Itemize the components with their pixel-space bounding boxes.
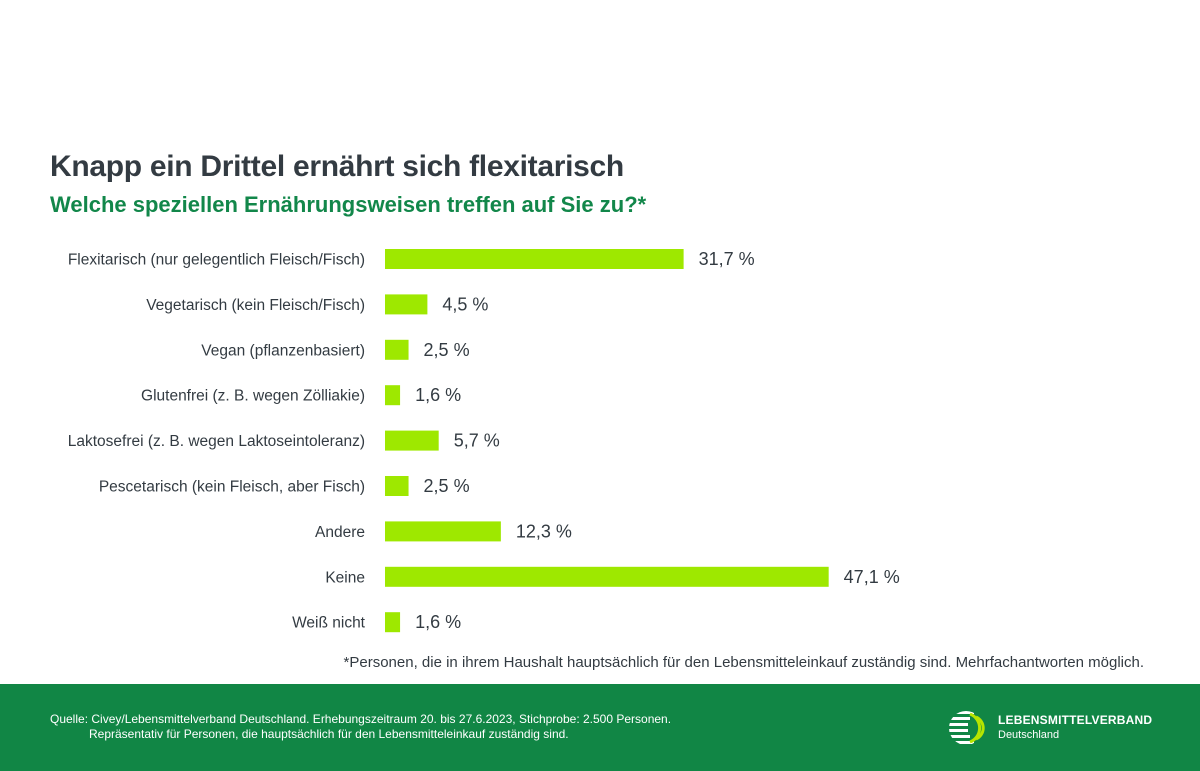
- category-label-row-1: Vegetarisch (kein Fleisch/Fisch): [146, 297, 365, 314]
- chart-subtitle: Welche speziellen Ernährungsweisen treff…: [50, 192, 647, 217]
- category-label-row-0: Flexitarisch (nur gelegentlich Fleisch/F…: [68, 252, 365, 269]
- logo-name: LEBENSMITTELVERBAND: [998, 713, 1153, 727]
- category-label-row-8: Weiß nicht: [292, 615, 366, 632]
- bar-row-7: [385, 566, 829, 587]
- value-label-row-0: 31,7 %: [699, 249, 755, 269]
- logo-subtitle: Deutschland: [998, 729, 1060, 741]
- value-label-row-4: 5,7 %: [454, 431, 500, 451]
- bar-row-2: [385, 339, 409, 360]
- category-label-row-7: Keine: [325, 569, 365, 586]
- logo: LEBENSMITTELVERBAND Deutschland: [948, 708, 1158, 748]
- category-label-row-2: Vegan (pflanzenbasiert): [201, 342, 365, 359]
- value-label-row-7: 47,1 %: [844, 567, 900, 587]
- bar-row-4: [385, 430, 439, 451]
- category-label-row-3: Glutenfrei (z. B. wegen Zölliakie): [141, 388, 365, 405]
- bar-row-0: [385, 249, 684, 269]
- bar-row-8: [385, 612, 401, 633]
- chart-title: Knapp ein Drittel ernährt sich flexitari…: [50, 150, 624, 183]
- value-label-row-2: 2,5 %: [424, 340, 470, 360]
- bar-row-1: [385, 294, 428, 315]
- value-label-row-1: 4,5 %: [442, 294, 488, 314]
- bar-row-6: [385, 521, 501, 542]
- bar-row-5: [385, 476, 409, 496]
- source-note: Quelle: Civey/Lebensmittelverband Deutsc…: [50, 712, 671, 742]
- source-line-1: Quelle: Civey/Lebensmittelverband Deutsc…: [50, 712, 672, 726]
- value-label-row-3: 1,6 %: [415, 385, 461, 405]
- value-label-row-6: 12,3 %: [516, 521, 572, 541]
- source-line-2: Repräsentativ für Personen, die hauptsäc…: [89, 727, 569, 741]
- category-label-row-6: Andere: [315, 524, 365, 541]
- footnote: *Personen, die in ihrem Haushalt hauptsä…: [343, 654, 1144, 671]
- category-label-row-5: Pescetarisch (kein Fleisch, aber Fisch): [99, 479, 365, 496]
- category-label-row-4: Laktosefrei (z. B. wegen Laktoseintolera…: [68, 433, 365, 450]
- bar-chart: Flexitarisch (nur gelegentlich Fleisch/F…: [68, 249, 900, 633]
- value-label-row-8: 1,6 %: [415, 612, 461, 632]
- bar-row-3: [385, 385, 401, 406]
- value-label-row-5: 2,5 %: [424, 476, 470, 496]
- footer: Quelle: Civey/Lebensmittelverband Deutsc…: [0, 684, 1200, 771]
- logo-stripes-icon: [949, 711, 985, 744]
